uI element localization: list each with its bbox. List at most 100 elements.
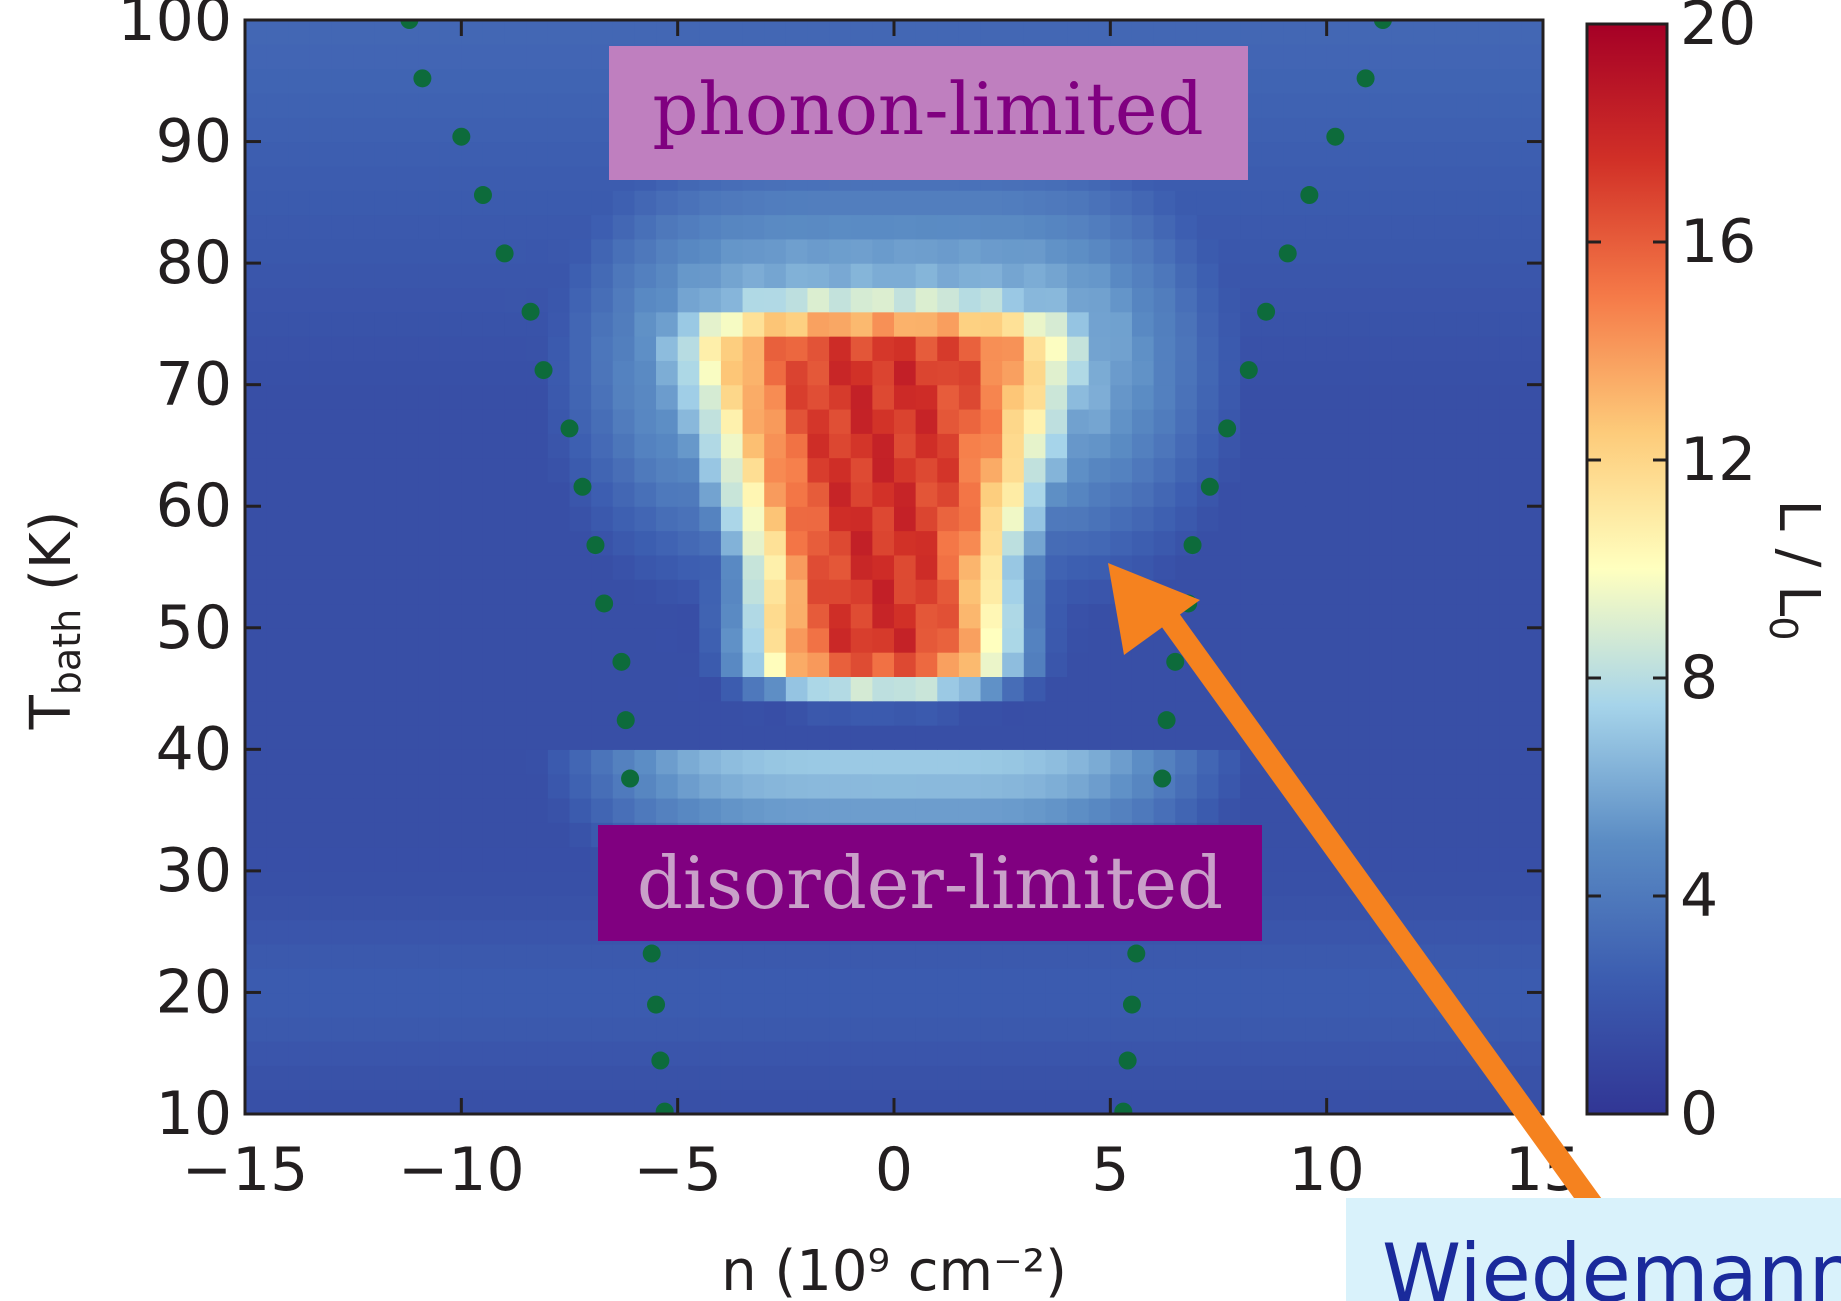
heatmap-cell <box>547 190 571 216</box>
heatmap-cell <box>396 165 419 191</box>
heatmap-cell <box>1456 68 1479 94</box>
heatmap-cell <box>1499 554 1522 580</box>
heatmap-cell <box>612 749 635 775</box>
heatmap-cell <box>526 1016 549 1042</box>
heatmap-cell <box>1002 652 1025 677</box>
heatmap-cell <box>309 360 333 386</box>
heatmap-cell <box>1153 943 1176 969</box>
heatmap-cell <box>764 700 787 726</box>
heatmap-cell <box>288 360 311 386</box>
heatmap-cell <box>1067 530 1090 556</box>
heatmap-cell <box>504 943 527 969</box>
heatmap-cell <box>872 481 895 507</box>
heatmap-cell <box>1283 603 1306 629</box>
heatmap-cell <box>1348 943 1371 969</box>
heatmap-cell <box>1413 676 1436 702</box>
heatmap-cell <box>1369 336 1393 361</box>
heatmap-cell <box>1175 1016 1198 1042</box>
heatmap-cell <box>1521 530 1543 556</box>
heatmap-cell <box>569 336 592 361</box>
heatmap-cell <box>591 652 614 677</box>
heatmap-cell <box>807 992 830 1018</box>
heatmap-cell <box>309 627 333 653</box>
heatmap-cell <box>569 1016 592 1042</box>
heatmap-cell <box>245 919 268 945</box>
heatmap-cell <box>418 603 441 629</box>
heatmap-cell <box>266 238 289 264</box>
heatmap-cell <box>677 676 700 702</box>
heatmap-cell <box>634 238 657 264</box>
heatmap-cell <box>1261 822 1284 848</box>
heatmap-cell <box>634 968 657 994</box>
heatmap-cell <box>1434 1089 1458 1114</box>
heatmap-cell <box>872 1065 895 1091</box>
heatmap-cell <box>418 652 441 677</box>
heatmap-cell <box>569 433 592 459</box>
heatmap-cell <box>829 457 852 483</box>
heatmap-cell <box>1283 895 1306 921</box>
heatmap-cell <box>1196 1065 1220 1091</box>
heatmap-cell <box>1499 725 1522 750</box>
heatmap-cell <box>872 773 895 799</box>
heatmap-cell <box>526 141 549 167</box>
heatmap-cell <box>461 263 484 289</box>
heatmap-cell <box>526 676 549 702</box>
heatmap-cell <box>418 117 441 143</box>
heatmap-cell <box>1196 749 1220 775</box>
heatmap-cell <box>937 992 960 1018</box>
heatmap-cell <box>504 700 527 726</box>
heatmap-cell <box>1283 384 1306 410</box>
heatmap-cell <box>1456 943 1479 969</box>
heatmap-cell <box>1305 360 1328 386</box>
heatmap-cell <box>850 773 873 799</box>
heatmap-cell <box>245 117 268 143</box>
heatmap-cell <box>850 700 873 726</box>
heatmap-cell <box>1434 457 1458 483</box>
heatmap-cell <box>439 579 462 605</box>
heatmap-cell <box>1413 287 1436 313</box>
heatmap-cell <box>872 408 895 434</box>
heatmap-cell <box>245 943 268 969</box>
heatmap-cell <box>764 773 787 799</box>
heatmap-cell <box>1045 725 1068 750</box>
heatmap-cell <box>1305 20 1328 45</box>
heatmap-cell <box>1456 311 1479 337</box>
heatmap-cell <box>1153 360 1176 386</box>
heatmap-cell <box>1153 676 1176 702</box>
heatmap-cell <box>1067 652 1090 677</box>
heatmap-cell <box>591 676 614 702</box>
heatmap-cell <box>612 943 635 969</box>
heatmap-cell <box>1348 676 1371 702</box>
heatmap-cell <box>677 481 700 507</box>
wf-boundary-dot <box>612 652 631 671</box>
heatmap-cell <box>331 870 354 896</box>
heatmap-cell <box>482 117 506 143</box>
heatmap-cell <box>699 773 722 799</box>
heatmap-cell <box>418 530 441 556</box>
heatmap-cell <box>396 530 419 556</box>
wf-boundary-dot <box>586 536 605 555</box>
heatmap-cell <box>807 700 830 726</box>
heatmap-cell <box>1521 336 1543 361</box>
heatmap-cell <box>850 190 873 216</box>
heatmap-cell <box>1218 530 1241 556</box>
heatmap-cell <box>656 238 679 264</box>
heatmap-cell <box>1326 311 1349 337</box>
heatmap-cell <box>396 457 419 483</box>
heatmap-cell <box>1218 214 1241 240</box>
heatmap-cell <box>850 408 873 434</box>
heatmap-cell <box>418 44 441 70</box>
heatmap-cell <box>1413 652 1436 677</box>
wf-boundary-dot <box>1153 769 1172 788</box>
heatmap-cell <box>1456 360 1479 386</box>
heatmap-cell <box>1002 190 1025 216</box>
heatmap-cell <box>1434 68 1458 94</box>
heatmap-cell <box>958 336 982 361</box>
heatmap-cell <box>1196 384 1220 410</box>
heatmap-cell <box>1110 360 1133 386</box>
heatmap-cell <box>266 1065 289 1091</box>
heatmap-cell <box>1261 238 1284 264</box>
heatmap-cell <box>1348 506 1371 532</box>
heatmap-cell <box>1131 1016 1155 1042</box>
heatmap-cell <box>656 190 679 216</box>
